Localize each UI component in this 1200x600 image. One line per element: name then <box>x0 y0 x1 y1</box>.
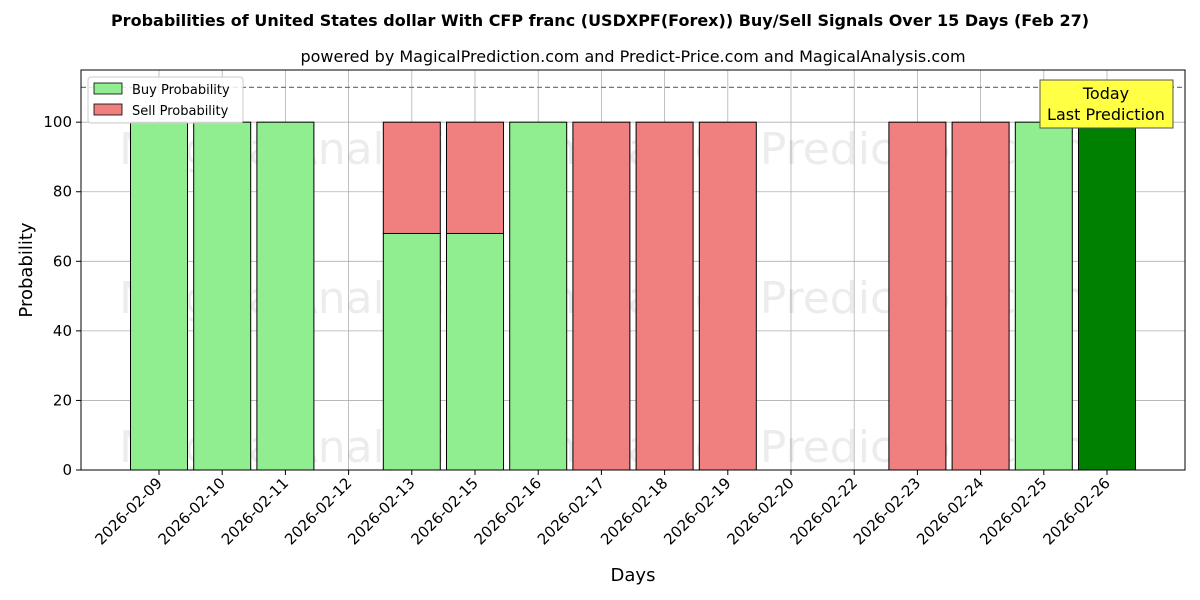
y-axis-ticks: 0 20 40 60 80 100 <box>43 113 81 479</box>
today-annotation-box <box>1039 79 1174 129</box>
legend-box <box>87 76 244 124</box>
x-tick-label: 2026-02-16 <box>471 474 545 548</box>
chart-title: Probabilities of United States dollar Wi… <box>111 11 1089 30</box>
bars <box>130 121 1136 471</box>
chart-subtitle: powered by MagicalPrediction.com and Pre… <box>300 47 965 66</box>
y-tick-label: 0 <box>62 461 72 479</box>
y-tick-label: 20 <box>53 391 72 409</box>
x-tick-label: 2026-02-19 <box>660 474 734 548</box>
today-annotation: Today Last Prediction <box>1039 79 1174 129</box>
x-axis-ticks: 2026-02-092026-02-102026-02-112026-02-12… <box>91 470 1114 548</box>
x-tick-label: 2026-02-11 <box>218 474 292 548</box>
buy-bar <box>1078 121 1136 471</box>
sell-bar <box>951 121 1010 471</box>
x-tick-label: 2026-02-18 <box>597 474 671 548</box>
x-tick-label: 2026-02-12 <box>281 474 355 548</box>
x-tick-label: 2026-02-15 <box>407 474 481 548</box>
x-tick-label: 2026-02-22 <box>787 474 861 548</box>
buy-bar <box>256 121 315 471</box>
legend-label-buy: Buy Probability <box>132 83 230 98</box>
buy-bar <box>193 121 252 471</box>
x-tick-label: 2026-02-09 <box>91 474 165 548</box>
y-tick-label: 80 <box>53 183 72 201</box>
x-tick-label: 2026-02-23 <box>850 474 924 548</box>
buy-bar <box>130 121 188 471</box>
x-tick-label: 2026-02-24 <box>913 474 987 548</box>
x-axis-label: Days <box>611 565 656 586</box>
buy-bar <box>1014 121 1073 471</box>
legend-label-sell: Sell Probability <box>132 104 229 119</box>
sell-bar <box>446 121 504 234</box>
plot-frame <box>80 69 1186 471</box>
x-tick-label: 2026-02-10 <box>155 474 229 548</box>
y-tick-label: 60 <box>53 252 72 270</box>
x-tick-label: 2026-02-25 <box>976 474 1050 548</box>
sell-bar <box>635 121 694 471</box>
buy-bar <box>446 232 504 471</box>
legend: Buy Probability Sell Probability <box>87 76 244 124</box>
y-tick-label: 100 <box>43 113 72 131</box>
sell-bar <box>572 121 631 471</box>
x-tick-label: 2026-02-17 <box>534 474 608 548</box>
buy-bar <box>509 121 568 471</box>
y-axis-label: Probability <box>16 222 37 317</box>
today-annotation-line1: Today <box>1082 84 1129 103</box>
sell-bar <box>888 121 947 471</box>
x-tick-label: 2026-02-26 <box>1039 474 1113 548</box>
x-tick-label: 2026-02-20 <box>723 474 797 548</box>
legend-swatch-sell <box>93 103 123 116</box>
today-annotation-line2: Last Prediction <box>1047 105 1165 124</box>
y-tick-label: 40 <box>53 322 72 340</box>
x-tick-label: 2026-02-13 <box>344 474 418 548</box>
legend-swatch-buy <box>93 82 123 95</box>
sell-bar <box>382 121 441 234</box>
buy-bar <box>382 232 441 471</box>
sell-bar <box>698 121 757 471</box>
